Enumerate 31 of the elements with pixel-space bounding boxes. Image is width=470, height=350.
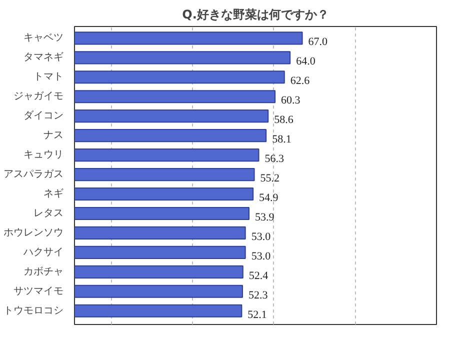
chart-title: Q.好きな野菜は何ですか？: [182, 8, 329, 22]
y-tick-label: ホウレンソウ: [4, 227, 64, 238]
y-tick-label: ナス: [44, 130, 64, 142]
y-tick-label: カボチャ: [24, 266, 64, 278]
data-label: 62.6: [290, 75, 310, 88]
data-label: 52.1: [248, 308, 267, 321]
data-label: 64.0: [296, 56, 316, 68]
y-tick-label: タマネギ: [24, 51, 64, 64]
data-label: 52.3: [248, 289, 268, 302]
data-label: 55.2: [260, 172, 280, 185]
data-label: 54.9: [259, 192, 279, 204]
y-tick-label: トウモロコシ: [4, 305, 64, 316]
y-tick-label: ジャガイモ: [14, 91, 64, 102]
data-label: 52.4: [248, 270, 269, 282]
y-tick-label: トマト: [34, 72, 64, 83]
data-label: 58.1: [272, 134, 292, 146]
data-label: 60.3: [281, 94, 301, 107]
y-tick-label: アスパラガス: [4, 169, 64, 180]
y-tick-label: ダイコン: [24, 110, 64, 122]
data-label: 56.3: [264, 153, 285, 166]
data-label: 67.0: [308, 36, 328, 48]
data-label: 53.0: [251, 230, 272, 243]
data-label: 53.0: [251, 250, 272, 262]
y-tick-label: キュウリ: [24, 150, 64, 161]
y-tick-label: レタス: [34, 208, 64, 219]
y-tick-label: ハクサイ: [22, 246, 64, 258]
y-tick-label: ネギ: [44, 188, 64, 200]
data-label: 53.9: [254, 211, 275, 224]
y-tick-label: キャベツ: [24, 32, 64, 44]
data-label: 58.6: [274, 114, 294, 126]
y-tick-label: サツマイモ: [14, 286, 64, 297]
